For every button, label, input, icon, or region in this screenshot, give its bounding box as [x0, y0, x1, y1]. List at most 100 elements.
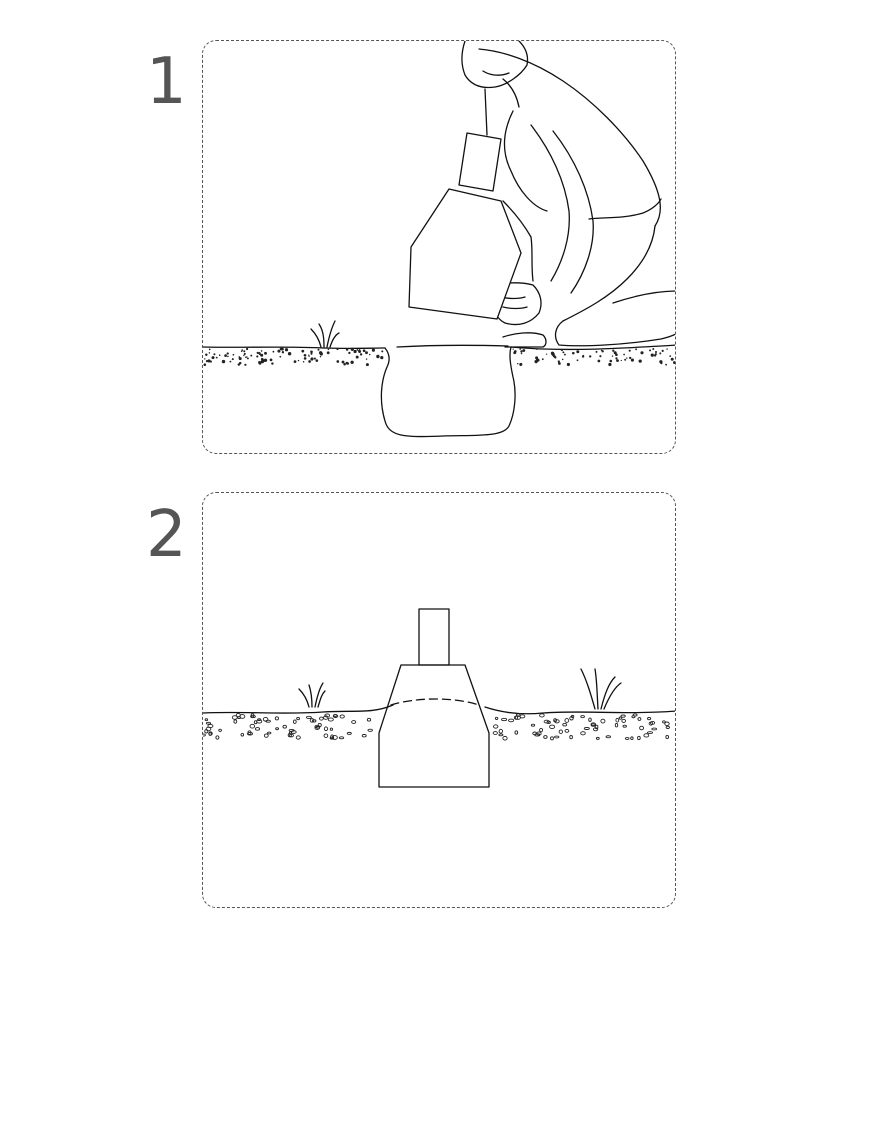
- soil-speckle: [673, 361, 675, 365]
- soil-speckle: [597, 359, 601, 363]
- soil-pebble: [282, 724, 287, 729]
- soil-speckle: [310, 350, 313, 354]
- soil-pebble: [205, 721, 212, 725]
- soil-pebble: [649, 720, 656, 725]
- soil-speckle: [613, 351, 617, 355]
- soil-pebble: [327, 717, 334, 722]
- soil-pebble: [632, 713, 638, 717]
- soil-speckle: [310, 352, 313, 355]
- soil-speckle: [650, 353, 654, 357]
- soil-speckle: [380, 356, 384, 360]
- soil-pebble: [262, 717, 269, 722]
- soil-pebble: [615, 717, 620, 723]
- filter-unit-icon: [408, 132, 522, 320]
- soil-speckle: [545, 353, 548, 355]
- soil-speckle: [204, 358, 206, 360]
- soil-speckle: [611, 355, 614, 357]
- soil-pebble: [532, 731, 537, 736]
- soil-pebble: [275, 727, 280, 731]
- soil-speckle: [303, 357, 307, 360]
- soil-speckle: [666, 348, 668, 350]
- soil-pebble: [539, 713, 545, 718]
- soil-pebble: [554, 735, 560, 739]
- soil-pebble: [254, 727, 261, 731]
- soil-pebble: [639, 725, 645, 731]
- soil-speckle: [258, 352, 261, 356]
- soil-speckle: [293, 360, 297, 363]
- soil-speckle: [576, 359, 579, 362]
- soil-pebble: [366, 717, 372, 722]
- soil-speckle: [635, 348, 638, 351]
- soil-speckle: [359, 353, 363, 356]
- soil-speckle: [371, 348, 375, 352]
- soil-pebble: [539, 727, 544, 733]
- soil-speckle: [343, 362, 346, 366]
- soil-pebble: [361, 734, 367, 738]
- soil-speckle: [516, 362, 519, 365]
- soil-pebble: [647, 717, 652, 721]
- soil-speckle: [558, 362, 561, 365]
- soil-pebble: [204, 718, 209, 722]
- soil-pebble: [274, 716, 279, 721]
- step-1-illustration: [203, 41, 675, 438]
- soil-speckle: [246, 357, 249, 360]
- soil-pebble: [508, 718, 515, 723]
- soil-speckle: [595, 350, 598, 353]
- soil-speckle: [277, 349, 281, 353]
- soil-speckle: [232, 353, 235, 356]
- soil-speckle: [624, 358, 627, 361]
- soil-pebble: [624, 737, 630, 740]
- soil-speckle: [609, 359, 613, 363]
- soil-pebble: [637, 717, 642, 721]
- soil-pebble: [588, 717, 592, 722]
- soil-pebble: [296, 717, 301, 721]
- soil-pebble: [514, 715, 521, 720]
- soil-speckle: [308, 355, 310, 357]
- soil-speckle: [243, 350, 246, 353]
- soil-speckle: [561, 358, 564, 361]
- soil-speckle: [628, 349, 631, 352]
- illustration-panel-1: [202, 40, 676, 454]
- soil-speckle: [599, 355, 602, 358]
- soil-speckle: [654, 350, 658, 354]
- soil-speckle: [358, 349, 360, 352]
- soil-speckle: [279, 355, 282, 358]
- soil-speckle: [670, 357, 674, 361]
- soil-pebble: [247, 731, 253, 736]
- soil-speckle: [665, 363, 667, 366]
- soil-speckle: [513, 351, 517, 355]
- step-number-2: 2: [146, 498, 187, 572]
- soil-pebble: [564, 729, 570, 733]
- soil-speckle: [616, 359, 619, 362]
- soil-speckle: [208, 348, 211, 351]
- soil-pebble: [208, 731, 213, 736]
- soil-speckle: [303, 353, 307, 357]
- soil-pebble: [637, 735, 641, 741]
- soil-pebble: [204, 729, 209, 734]
- soil-speckle: [317, 348, 320, 351]
- soil-speckle: [319, 356, 322, 358]
- grass-tuft-icon: [298, 682, 326, 708]
- soil-pebble: [324, 713, 331, 718]
- soil-pebble: [338, 736, 345, 740]
- soil-pebble: [290, 730, 297, 734]
- soil-pebble: [605, 735, 611, 739]
- soil-speckle: [287, 352, 292, 356]
- soil-speckle: [271, 362, 274, 365]
- soil-pebble: [267, 731, 272, 735]
- soil-pebble: [494, 716, 499, 720]
- soil-pebble: [493, 724, 499, 729]
- soil-pebble: [218, 728, 222, 732]
- soil-speckle: [356, 349, 359, 351]
- soil-speckle: [258, 361, 262, 364]
- soil-speckle: [652, 348, 655, 350]
- soil-speckle: [365, 358, 368, 360]
- soil-speckle: [238, 357, 242, 361]
- soil-pebble: [323, 715, 329, 720]
- soil-speckle: [376, 354, 380, 359]
- soil-speckle: [638, 359, 642, 363]
- soil-pebble: [250, 714, 256, 719]
- soil-pebble: [569, 734, 573, 740]
- soil-pebble: [502, 735, 508, 741]
- soil-speckle: [362, 349, 366, 353]
